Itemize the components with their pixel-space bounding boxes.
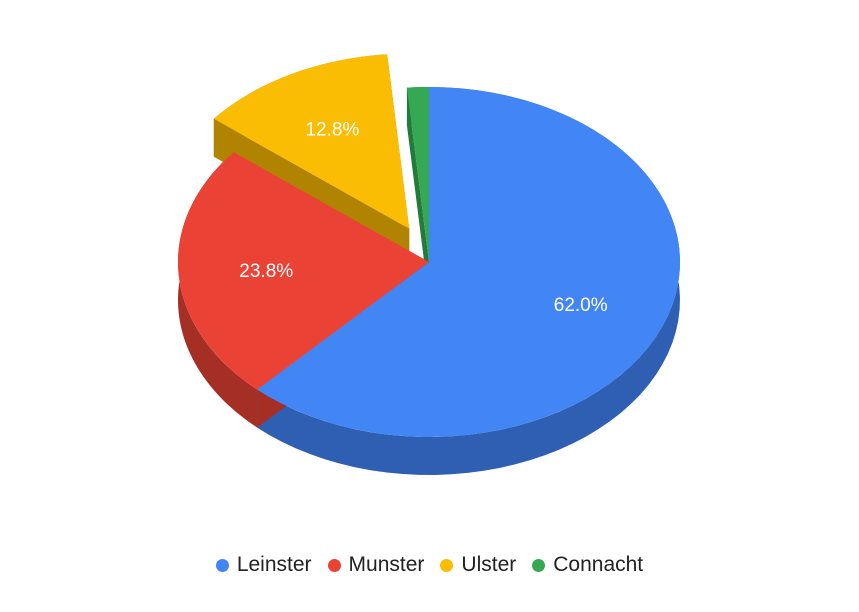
pie-chart: 62.0% 23.8% 12.8% — [178, 54, 681, 475]
legend-item-munster[interactable]: Munster — [327, 553, 425, 577]
slice-munster[interactable] — [178, 152, 429, 390]
pie-tops — [178, 54, 681, 438]
slice-label-leinster: 62.0% — [554, 295, 608, 316]
legend-item-connacht[interactable]: Connacht — [532, 553, 643, 577]
slice-leinster[interactable] — [257, 87, 681, 438]
slice-side-leinster — [257, 87, 680, 475]
pie-labels: 62.0% 23.8% 12.8% — [239, 119, 607, 316]
slice-connacht[interactable] — [406, 87, 429, 262]
legend-label-munster: Munster — [348, 553, 425, 576]
slice-label-munster: 23.8% — [239, 261, 293, 282]
slice-label-ulster: 12.8% — [305, 119, 359, 140]
legend-label-connacht: Connacht — [553, 553, 644, 576]
legend-item-ulster[interactable]: Ulster — [440, 553, 516, 577]
legend-swatch-munster — [327, 558, 341, 572]
legend-label-leinster: Leinster — [236, 553, 312, 576]
legend-swatch-ulster — [440, 558, 454, 572]
legend: Leinster Munster Ulster Connacht — [0, 553, 859, 577]
slice-wall-connacht-0 — [406, 87, 429, 300]
legend-item-leinster[interactable]: Leinster — [215, 553, 312, 577]
legend-label-ulster: Ulster — [461, 553, 517, 576]
slice-ulster[interactable] — [213, 54, 410, 229]
legend-swatch-leinster — [215, 558, 229, 572]
legend-swatch-connacht — [532, 558, 546, 572]
